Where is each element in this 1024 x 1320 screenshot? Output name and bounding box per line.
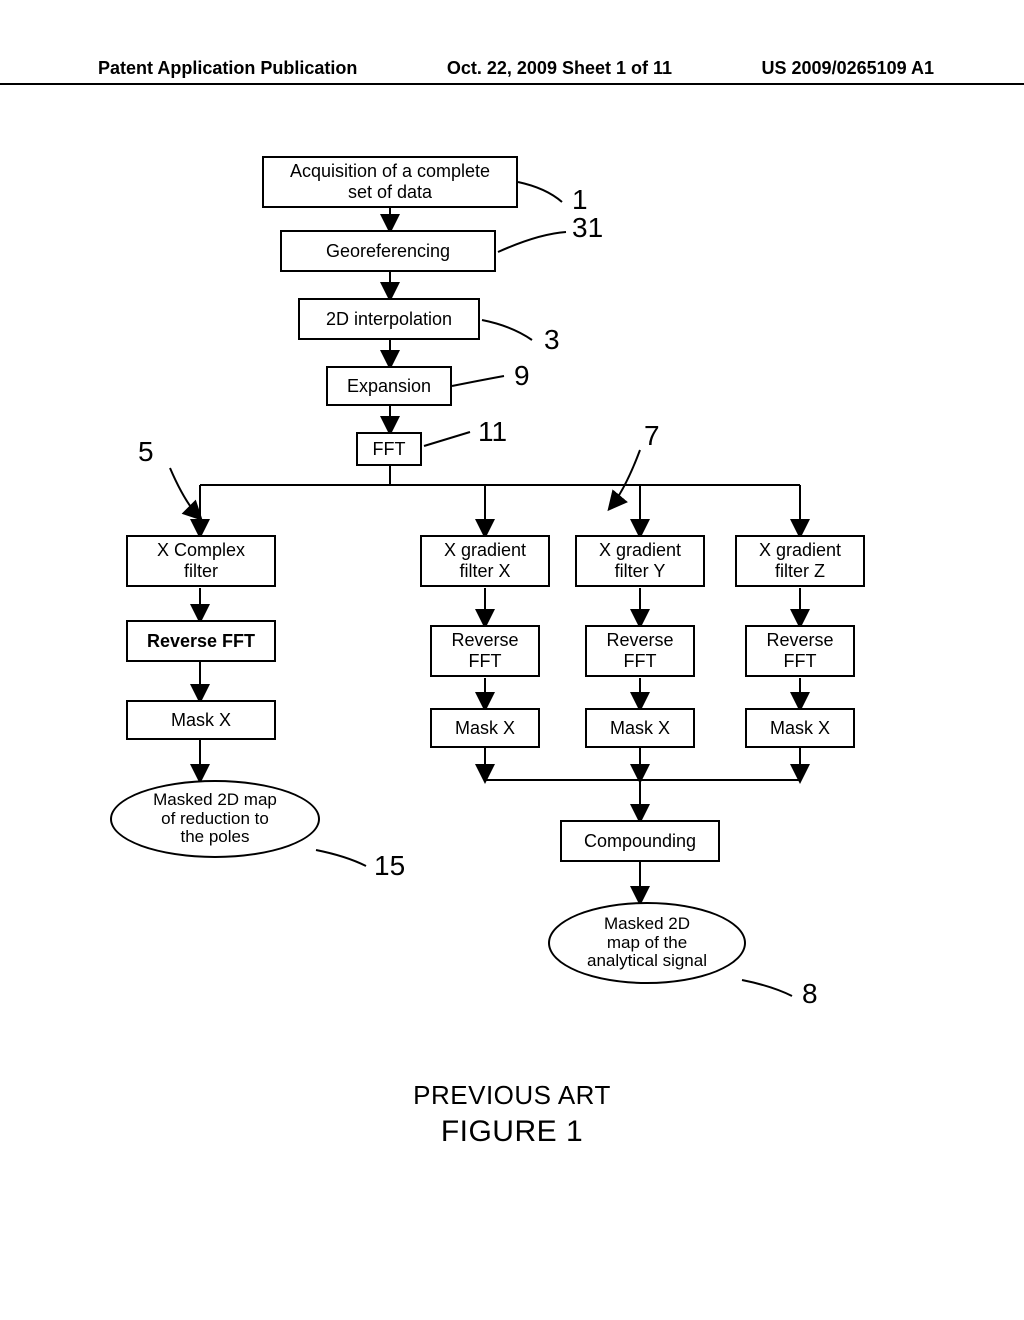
node-georeferencing: Georeferencing bbox=[280, 230, 496, 272]
node-mask-5: Mask X bbox=[126, 700, 276, 740]
node-acquisition: Acquisition of a completeset of data bbox=[262, 156, 518, 208]
node-grad-filter-y: X gradientfilter Y bbox=[575, 535, 705, 587]
node-complex-filter: X Complexfilter bbox=[126, 535, 276, 587]
label-3: 3 bbox=[544, 324, 560, 356]
caption-line1: PREVIOUS ART bbox=[0, 1080, 1024, 1111]
node-reverse-fft-7a: ReverseFFT bbox=[430, 625, 540, 677]
label-31: 31 bbox=[572, 212, 603, 244]
output-reduction-poles: Masked 2D mapof reduction tothe poles bbox=[110, 780, 320, 858]
header-left: Patent Application Publication bbox=[98, 58, 357, 79]
node-mask-7b: Mask X bbox=[585, 708, 695, 748]
node-compounding: Compounding bbox=[560, 820, 720, 862]
node-reverse-fft-5: Reverse FFT bbox=[126, 620, 276, 662]
label-8: 8 bbox=[802, 978, 818, 1010]
label-7: 7 bbox=[644, 420, 660, 452]
node-reverse-fft-7b: ReverseFFT bbox=[585, 625, 695, 677]
figure-caption: PREVIOUS ART FIGURE 1 bbox=[0, 1080, 1024, 1149]
node-grad-filter-x: X gradientfilter X bbox=[420, 535, 550, 587]
node-mask-7c: Mask X bbox=[745, 708, 855, 748]
label-15: 15 bbox=[374, 850, 405, 882]
page-header: Patent Application Publication Oct. 22, … bbox=[0, 58, 1024, 85]
header-center: Oct. 22, 2009 Sheet 1 of 11 bbox=[447, 58, 672, 79]
connectors bbox=[120, 150, 900, 1070]
caption-line2: FIGURE 1 bbox=[0, 1115, 1024, 1149]
flowchart: Acquisition of a completeset of data Geo… bbox=[120, 150, 900, 1070]
node-grad-filter-z: X gradientfilter Z bbox=[735, 535, 865, 587]
label-5: 5 bbox=[138, 436, 154, 468]
label-11: 11 bbox=[478, 416, 507, 448]
label-9: 9 bbox=[514, 360, 530, 392]
header-right: US 2009/0265109 A1 bbox=[762, 58, 934, 79]
node-expansion: Expansion bbox=[326, 366, 452, 406]
node-fft: FFT bbox=[356, 432, 422, 466]
node-reverse-fft-7c: ReverseFFT bbox=[745, 625, 855, 677]
output-analytical-signal: Masked 2Dmap of theanalytical signal bbox=[548, 902, 746, 984]
node-mask-7a: Mask X bbox=[430, 708, 540, 748]
node-2d-interp: 2D interpolation bbox=[298, 298, 480, 340]
